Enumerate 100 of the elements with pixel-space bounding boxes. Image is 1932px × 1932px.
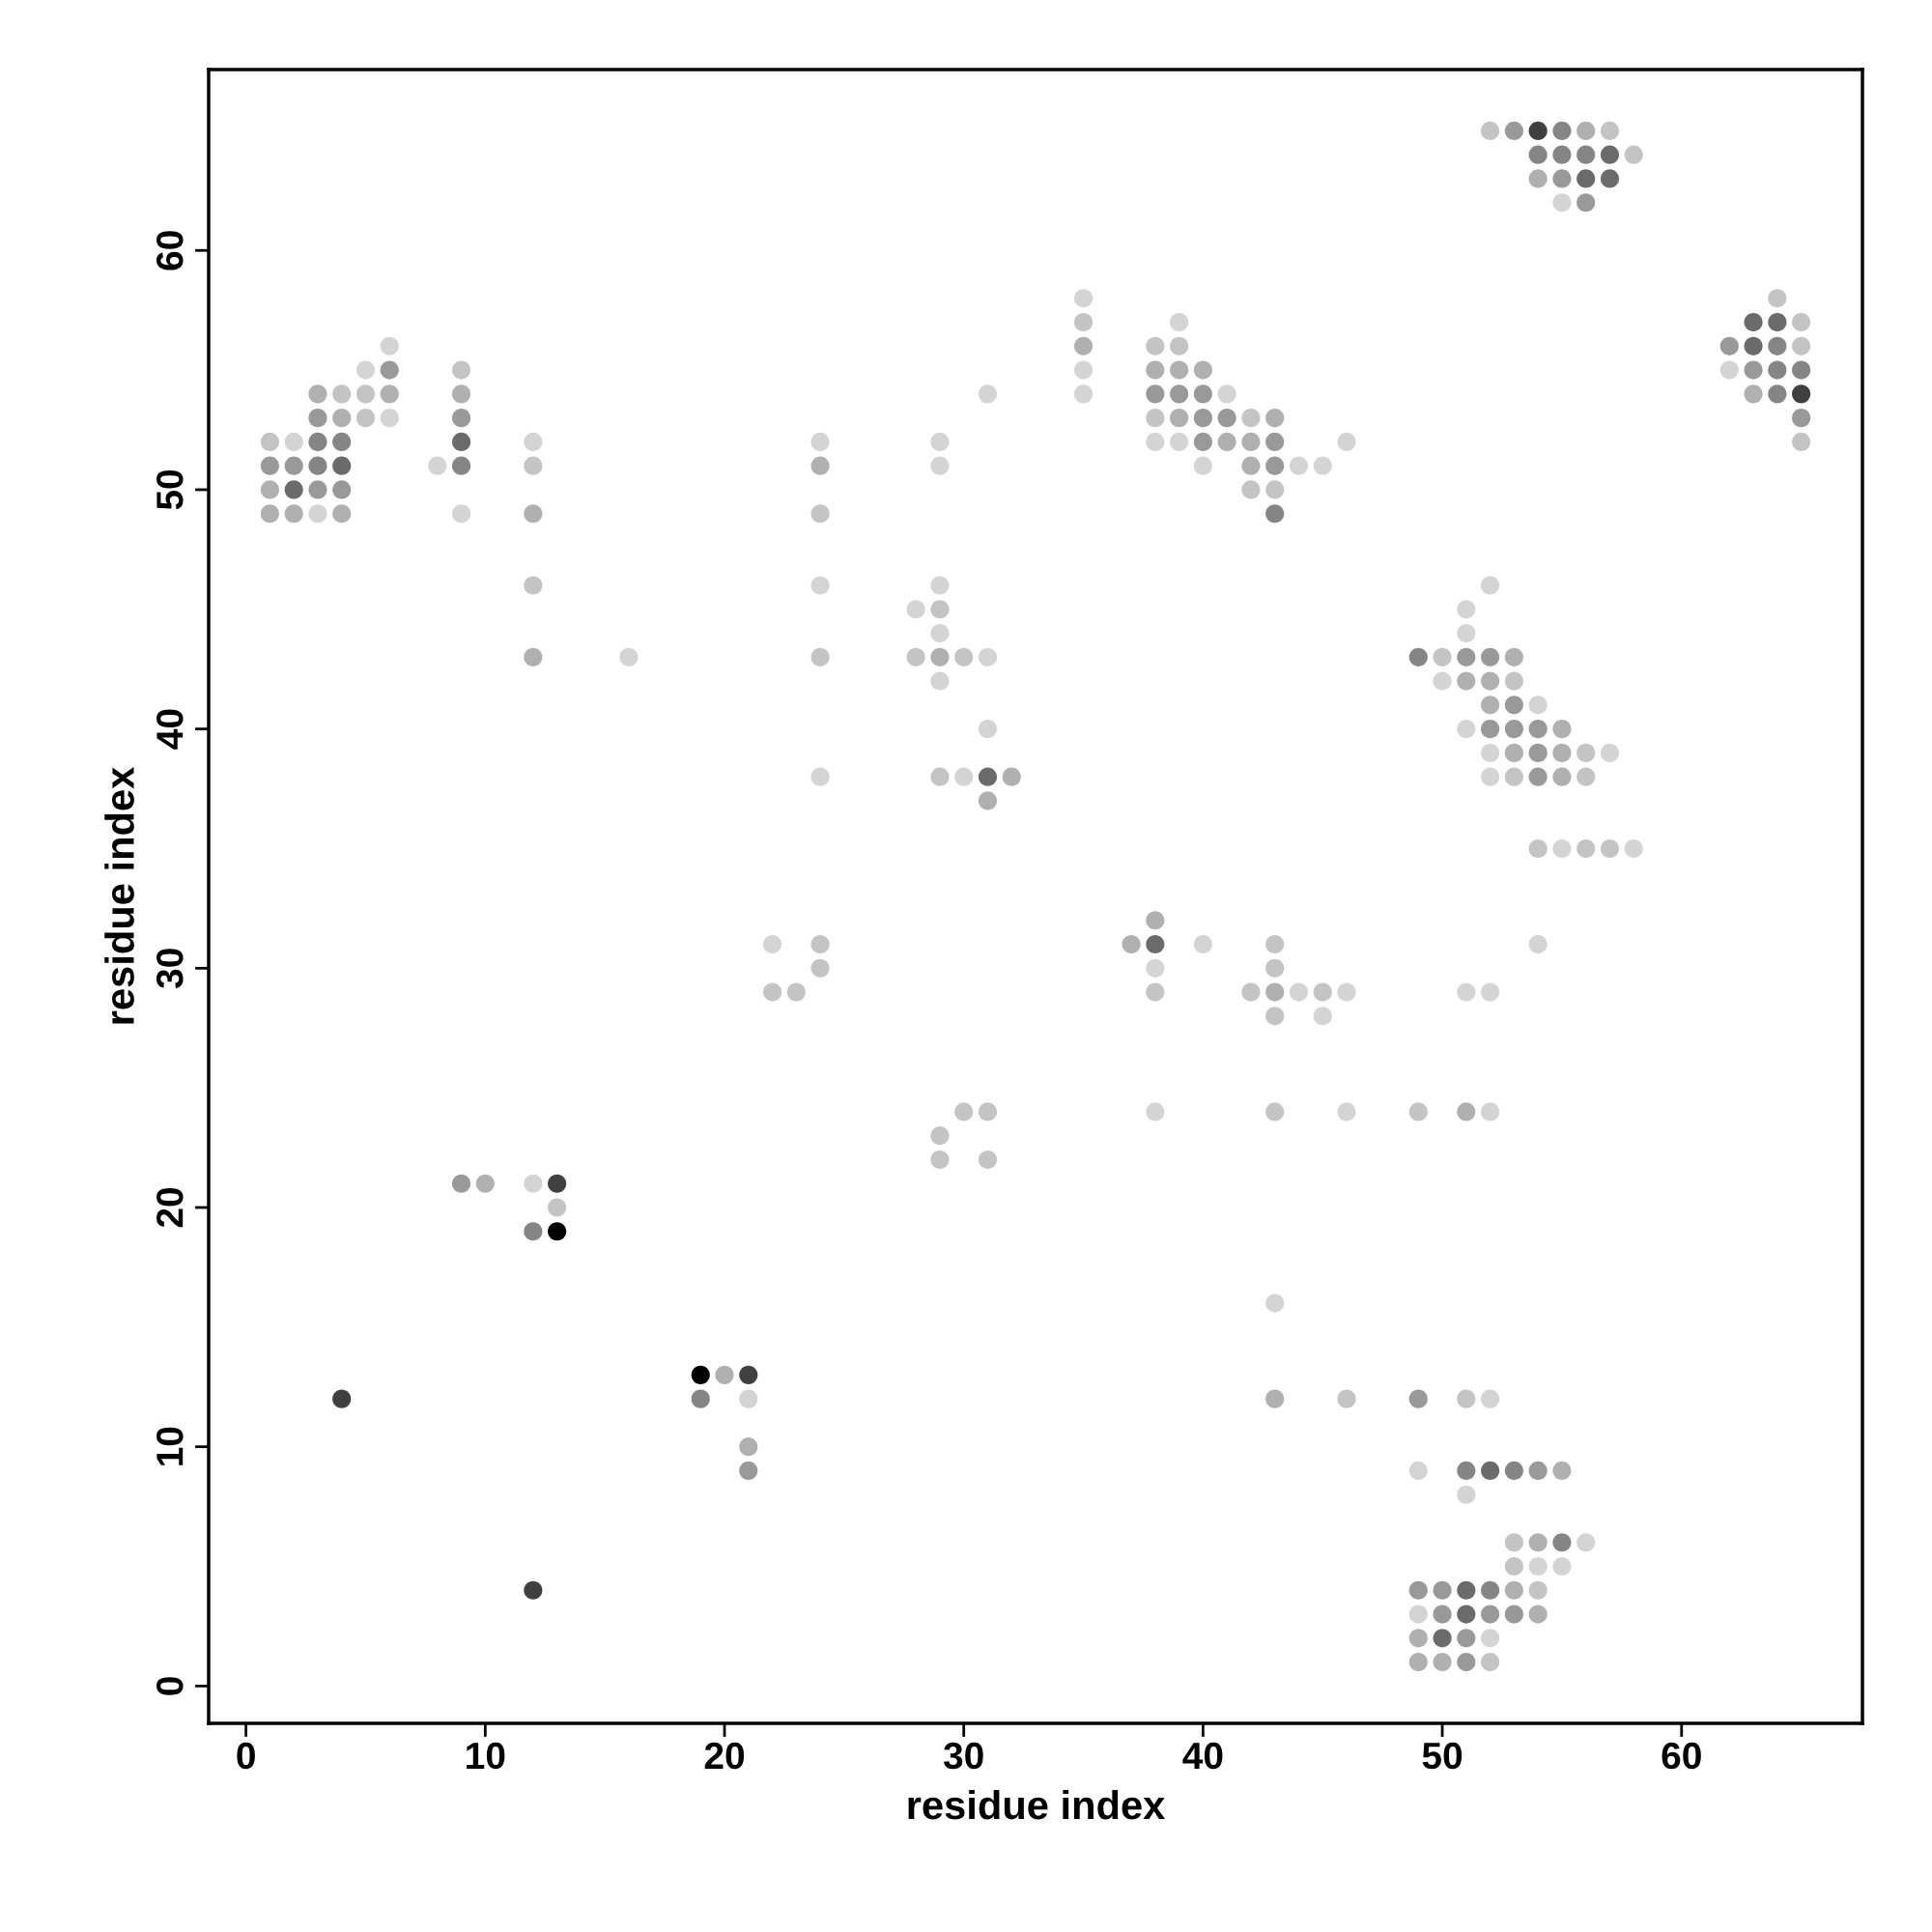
point <box>1528 743 1548 762</box>
point <box>1792 336 1811 355</box>
point <box>1504 647 1523 667</box>
point <box>1504 121 1523 140</box>
point <box>1146 982 1165 1002</box>
point <box>332 456 352 475</box>
point <box>332 384 352 404</box>
point <box>1792 409 1811 428</box>
x-tick-label: 50 <box>1422 1742 1463 1770</box>
point <box>691 1389 710 1408</box>
point <box>1170 336 1189 355</box>
point <box>355 409 376 428</box>
point <box>1528 720 1548 739</box>
y-tick-label: 30 <box>156 949 184 989</box>
point <box>954 647 974 667</box>
point <box>1577 767 1596 786</box>
point <box>1552 145 1572 164</box>
point <box>308 432 327 451</box>
point <box>1457 1629 1476 1648</box>
point <box>1768 336 1787 355</box>
point <box>451 1174 471 1193</box>
point <box>260 480 279 499</box>
point <box>1504 1461 1523 1481</box>
point <box>260 432 279 451</box>
point <box>1146 336 1165 355</box>
point <box>1552 743 1572 762</box>
point <box>332 504 352 524</box>
point <box>1481 720 1500 739</box>
point <box>1481 696 1500 715</box>
point <box>260 456 279 475</box>
point <box>524 504 543 524</box>
point <box>1792 432 1811 451</box>
point <box>739 1461 758 1481</box>
point <box>1504 1580 1523 1600</box>
point <box>1744 312 1763 332</box>
point <box>1528 767 1548 786</box>
point <box>524 647 543 667</box>
point <box>739 1437 758 1457</box>
point <box>978 767 998 786</box>
point <box>548 1222 567 1241</box>
point <box>1457 1389 1476 1408</box>
point <box>1241 480 1261 499</box>
y-tick-label: 20 <box>156 1187 184 1228</box>
point <box>1528 1605 1548 1624</box>
point <box>1504 720 1523 739</box>
point <box>1552 1533 1572 1552</box>
point <box>1073 312 1094 332</box>
point <box>308 384 327 404</box>
point <box>1457 647 1476 667</box>
x-tick-label: 40 <box>1182 1742 1223 1770</box>
point <box>1768 312 1787 332</box>
point <box>1265 934 1285 954</box>
point <box>978 1102 998 1122</box>
point <box>1528 838 1548 859</box>
point <box>810 934 830 954</box>
point <box>1768 384 1787 404</box>
point <box>1433 647 1452 667</box>
point <box>978 1150 998 1170</box>
point <box>1504 767 1523 786</box>
point <box>930 1150 950 1170</box>
point <box>1193 432 1212 451</box>
point <box>1504 696 1523 715</box>
y-tick-label: 10 <box>156 1427 184 1465</box>
point <box>1002 767 1021 786</box>
point <box>1600 838 1620 859</box>
point <box>954 1102 974 1122</box>
point <box>1457 1102 1476 1122</box>
point <box>1528 169 1548 188</box>
point <box>451 456 471 475</box>
point <box>1408 1102 1428 1122</box>
x-axis-title: residue index <box>908 1789 1166 1820</box>
point <box>308 409 327 428</box>
point <box>1193 360 1212 380</box>
point <box>1457 671 1476 691</box>
point <box>1504 1533 1523 1552</box>
point <box>1504 1605 1523 1624</box>
point <box>284 480 303 499</box>
point <box>1265 409 1285 428</box>
point <box>1744 360 1763 380</box>
point <box>1552 1461 1572 1481</box>
point <box>1265 1389 1285 1408</box>
point <box>1433 1580 1452 1600</box>
point <box>1577 145 1596 164</box>
y-tick-label: 40 <box>156 709 184 750</box>
point <box>1265 456 1285 475</box>
point <box>332 432 352 451</box>
y-tick-label: 60 <box>156 231 184 270</box>
point <box>810 958 830 978</box>
point <box>1146 384 1165 404</box>
point <box>1146 409 1165 428</box>
y-tick-label: 0 <box>156 1677 184 1695</box>
point <box>332 480 352 499</box>
point <box>1457 1653 1476 1672</box>
point <box>978 791 998 810</box>
point <box>1146 911 1165 930</box>
point <box>930 767 950 786</box>
point <box>380 360 399 380</box>
point <box>1768 289 1787 308</box>
point <box>1600 145 1620 164</box>
point <box>260 504 279 524</box>
